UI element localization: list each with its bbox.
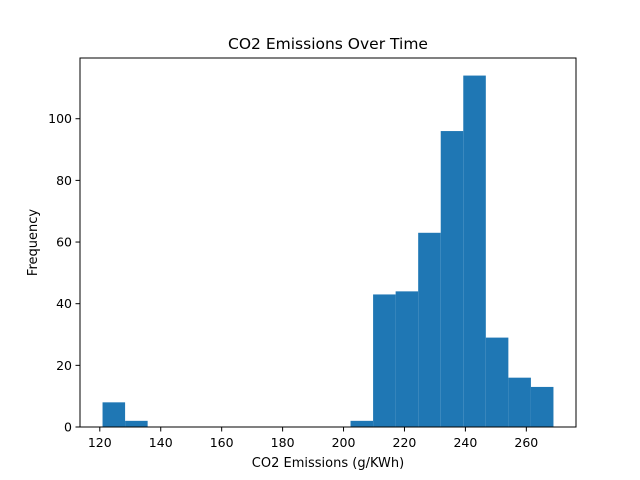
- y-tick-label: 60: [56, 235, 72, 250]
- histogram-bars: [102, 75, 554, 428]
- x-axis-ticks: 120 140 160 180 200 220 240 260: [88, 427, 538, 450]
- x-tick-label: 200: [332, 435, 356, 450]
- y-tick-label: 100: [48, 111, 72, 126]
- histogram-bar-16: [463, 75, 486, 428]
- y-tick-label: 80: [56, 173, 72, 188]
- plot-area-frame: [79, 57, 577, 428]
- chart-title: CO2 Emissions Over Time: [228, 35, 428, 53]
- histogram-bar-13: [395, 291, 419, 427]
- x-tick-label: 260: [514, 435, 538, 450]
- histogram-bar-0: [102, 402, 126, 427]
- x-axis-label: CO2 Emissions (g/KWh): [252, 456, 404, 471]
- histogram-bar-17: [485, 337, 509, 427]
- x-tick-label: 240: [453, 435, 477, 450]
- histogram-bar-1: [125, 420, 148, 427]
- histogram-bar-19: [530, 386, 554, 427]
- x-tick-label: 140: [149, 435, 173, 450]
- y-tick-label: 0: [64, 420, 72, 435]
- x-tick-label: 120: [88, 435, 112, 450]
- histogram-bar-11: [350, 420, 374, 427]
- histogram-bar-12: [373, 294, 396, 427]
- histogram-bar-14: [418, 232, 441, 427]
- y-tick-label: 20: [56, 358, 72, 373]
- histogram-bar-18: [508, 377, 531, 427]
- y-axis-label: Frequency: [26, 209, 41, 276]
- x-tick-label: 180: [271, 435, 295, 450]
- y-tick-label: 40: [56, 296, 72, 311]
- histogram-bar-15: [440, 131, 464, 427]
- y-axis-ticks: 0 20 40 60 80 100: [48, 111, 80, 435]
- x-tick-label: 160: [210, 435, 234, 450]
- x-tick-label: 220: [393, 435, 417, 450]
